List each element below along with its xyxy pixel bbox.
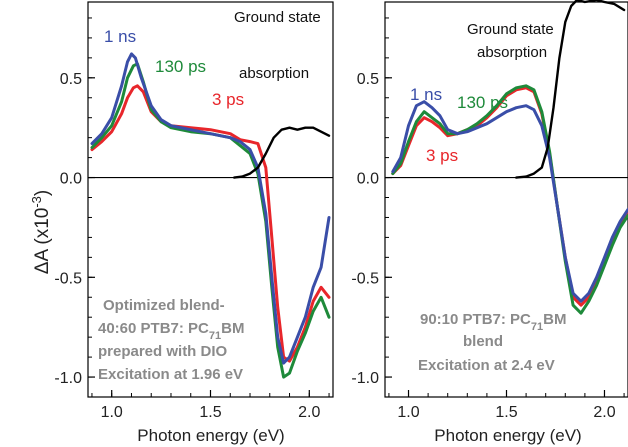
left-y-tick-label: 0.0 <box>60 171 82 188</box>
left-y-tick-label: -1.0 <box>54 370 82 387</box>
right-y-ticks: -1.0 -0.5 0.0 0.5 <box>351 17 392 387</box>
left-note-line1: Optimized blend- <box>103 297 225 314</box>
left-y-tick-label: 0.5 <box>60 71 82 88</box>
left-x-tick-label: 2.0 <box>298 404 320 421</box>
right-y-tick-label: 0.0 <box>357 171 379 188</box>
right-gsa-label-line2: absorption <box>477 44 547 61</box>
right-gsa-label-line1: Ground state <box>467 21 554 38</box>
left-y-ticks: -1.0 -0.5 0.0 0.5 <box>54 17 95 387</box>
left-series-ground-state <box>232 126 331 179</box>
left-label-1ns: 1 ns <box>104 27 136 46</box>
right-x-tick-label: 1.0 <box>397 404 419 421</box>
left-gsa-label-line1: Ground state <box>234 9 321 26</box>
left-note-line4: Excitation at 1.96 eV <box>98 366 243 383</box>
right-series-130ps <box>391 84 628 315</box>
left-x-tick-label: 1.0 <box>101 404 123 421</box>
right-series-1ns <box>391 100 628 303</box>
left-note-line3: prepared with DIO <box>98 343 228 360</box>
right-note-line3: Excitation at 2.4 eV <box>418 357 555 374</box>
right-x-tick-label: 2.0 <box>593 404 615 421</box>
right-panel: 1.0 1.5 2.0 -1.0 -0.5 0.0 0.5 Photon energy (… <box>351 0 628 445</box>
left-label-3ps: 3 ps <box>212 90 244 109</box>
left-series-1ns <box>90 52 331 365</box>
y-axis-title: ΔA (x10-3) <box>29 190 54 274</box>
left-x-tick-label: 1.5 <box>199 404 221 421</box>
left-x-ticks: 1.0 1.5 2.0 <box>91 390 330 421</box>
left-panel: 1.0 1.5 2.0 -1.0 -0.5 0.0 0.5 Photon energy (… <box>54 1 334 445</box>
right-y-tick-label: 0.5 <box>357 71 379 88</box>
left-series-group <box>90 52 331 379</box>
right-x-ticks: 1.0 1.5 2.0 <box>388 390 625 421</box>
right-note-line2: blend <box>463 333 503 350</box>
left-gsa-label-line2: absorption <box>239 65 309 82</box>
right-x-tick-label: 1.5 <box>495 404 517 421</box>
right-x-axis-title: Photon energy (eV) <box>434 426 581 445</box>
right-series-ground-state <box>515 0 626 179</box>
right-note-line1: 90:10 PTB7: PC71BM <box>420 311 566 333</box>
left-x-axis-title: Photon energy (eV) <box>137 426 284 445</box>
left-note-line2: 40:60 PTB7: PC71BM <box>98 320 244 342</box>
left-series-3ps <box>90 84 331 363</box>
right-label-1ns: 1 ns <box>410 85 442 104</box>
right-series-group <box>391 0 628 315</box>
right-series-3ps <box>391 86 628 307</box>
right-label-3ps: 3 ps <box>426 146 458 165</box>
left-y-tick-label: -0.5 <box>54 270 82 287</box>
right-y-tick-label: -1.0 <box>351 370 379 387</box>
right-plot-frame <box>384 1 628 398</box>
left-label-130ps: 130 ps <box>155 57 206 76</box>
right-label-130ps: 130 ps <box>457 93 508 112</box>
right-y-tick-label: -0.5 <box>351 270 379 287</box>
